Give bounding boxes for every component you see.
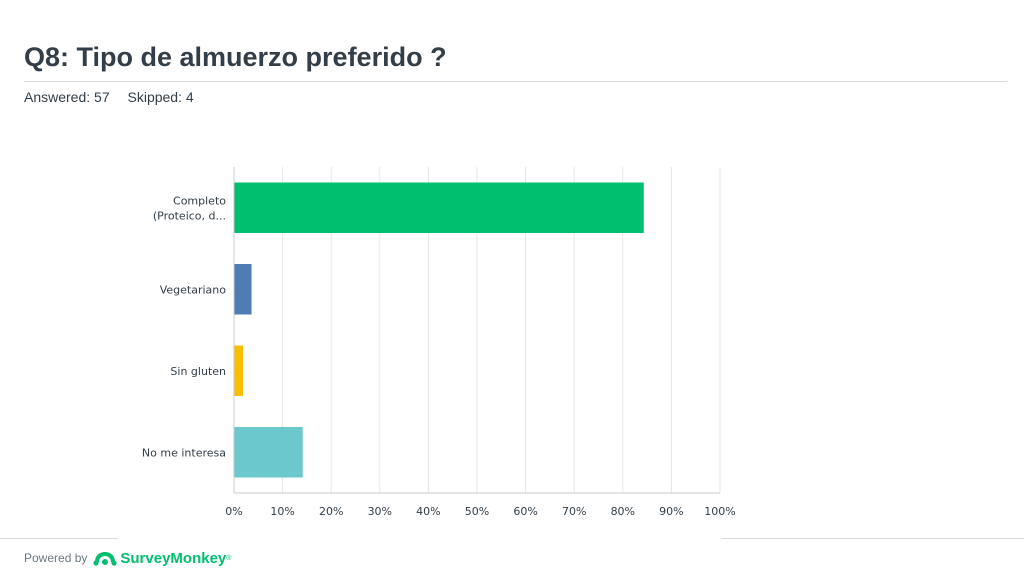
x-tick-label-10: 100% — [704, 505, 735, 518]
footer-divider-right — [721, 538, 1024, 539]
bar-1 — [234, 263, 252, 315]
category-label-0-1: (Proteico, d... — [153, 209, 226, 222]
footer-divider-left — [0, 538, 118, 539]
title-divider — [24, 81, 1007, 82]
bar-3 — [234, 426, 303, 478]
category-label-3-0: No me interesa — [142, 446, 226, 459]
x-tick-label-5: 50% — [465, 505, 489, 518]
x-tick-label-0: 0% — [225, 505, 242, 518]
category-label-2-0: Sin gluten — [170, 365, 226, 378]
bar-2 — [234, 345, 244, 397]
chart-tick-labels: 0% 10% 20% 30% 40% 50% 60% 70% 80% 90% 100% — [225, 505, 735, 518]
x-tick-label-9: 90% — [659, 505, 683, 518]
page-title: Q8: Tipo de almuerzo preferido ? — [24, 42, 447, 72]
x-tick-label-1: 10% — [270, 505, 294, 518]
chart-axis — [233, 167, 720, 494]
chart-bars — [234, 182, 644, 478]
powered-by-text: Powered by — [24, 551, 88, 565]
x-tick-label-8: 80% — [611, 505, 635, 518]
x-tick-label-2: 20% — [319, 505, 343, 518]
category-label-0-0: Completo — [173, 194, 226, 207]
footer: Powered by SurveyMonkey ® — [24, 548, 231, 568]
surveymonkey-logo-icon — [93, 552, 117, 566]
x-tick-label-7: 70% — [562, 505, 586, 518]
x-tick-label-6: 60% — [513, 505, 537, 518]
trademark-symbol: ® — [226, 554, 232, 562]
x-tick-label-4: 40% — [416, 505, 440, 518]
bar-0 — [234, 182, 644, 234]
x-tick-label-3: 30% — [368, 505, 392, 518]
brand-name: SurveyMonkey — [120, 549, 227, 567]
response-stats: Answered: 57 Skipped: 4 — [24, 89, 208, 105]
chart-category-labels: Completo (Proteico, d... Vegetariano Sin gl… — [142, 194, 226, 459]
skipped-count: Skipped: 4 — [127, 89, 194, 105]
category-label-1-0: Vegetariano — [160, 283, 227, 296]
answered-count: Answered: 57 — [24, 89, 110, 105]
bar-chart: Completo (Proteico, d... Vegetariano Sin gl… — [142, 167, 736, 518]
